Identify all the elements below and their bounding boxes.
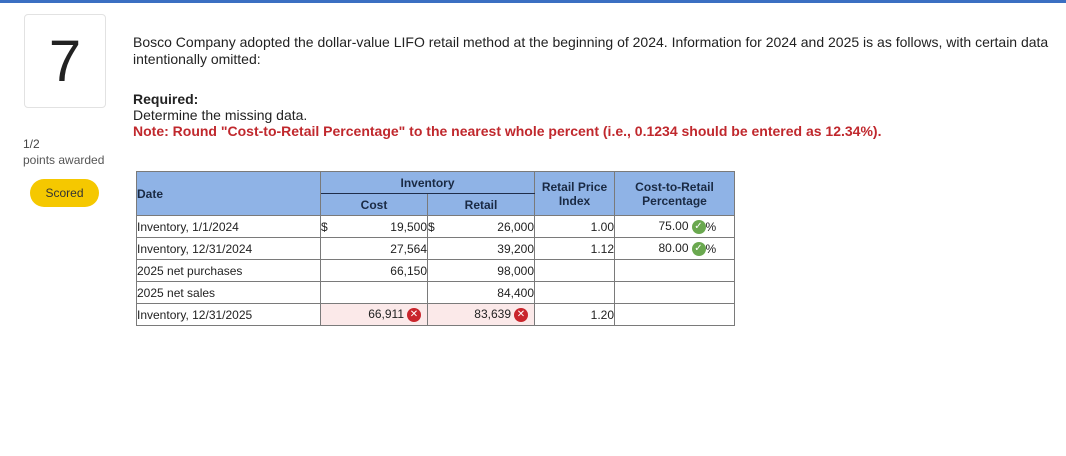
cost-dollar-sign: $	[320, 215, 335, 238]
header-retail: Retail	[427, 193, 535, 216]
retail-cell: 98,000	[441, 259, 535, 282]
required-block: Required: Determine the missing data. No…	[133, 91, 881, 139]
date-cell: Inventory, 12/31/2024	[136, 237, 321, 260]
percent-cell	[614, 281, 706, 304]
incorrect-x-icon: ✕	[407, 307, 421, 322]
table-row: Inventory, 1/1/2024 $ 19,500 $ 26,000 1.…	[136, 215, 735, 238]
date-cell: Inventory, 1/1/2024	[136, 215, 321, 238]
correct-check-icon: ✓	[691, 241, 706, 256]
retail-dollar-sign	[427, 281, 442, 304]
retail-cell: 84,400	[441, 281, 535, 304]
incorrect-x-icon: ✕	[514, 307, 528, 322]
retail-value: 83,639	[474, 307, 511, 322]
retail-input[interactable]: 83,639 ✕	[441, 303, 535, 326]
table-row: 2025 net sales 84,400	[136, 281, 735, 304]
required-text: Determine the missing data.	[133, 107, 308, 123]
retail-dollar-sign	[427, 237, 442, 260]
top-accent-bar	[0, 0, 1066, 3]
header-cost: Cost	[320, 193, 428, 216]
table-row: Inventory, 12/31/2025 66,911 ✕ 83,639 ✕ 1.…	[136, 303, 735, 326]
cost-dollar-sign	[320, 259, 335, 282]
question-number: 7	[24, 14, 106, 108]
retail-dollar-sign	[427, 303, 442, 326]
retail-dollar-sign: $	[427, 215, 442, 238]
cost-value: 66,911	[368, 307, 404, 322]
date-cell: Inventory, 12/31/2025	[136, 303, 321, 326]
index-cell: 1.12	[534, 237, 615, 260]
correct-check-icon: ✓	[691, 219, 706, 234]
date-cell: 2025 net purchases	[136, 259, 321, 282]
percent-cell	[614, 259, 706, 282]
percent-input[interactable]: 80.00 ✓	[614, 237, 706, 260]
percent-sign	[705, 281, 735, 304]
percent-sign: %	[705, 237, 735, 260]
lifo-data-table: Date Inventory Retail Price Index Cost-t…	[136, 171, 735, 326]
retail-cell: 39,200	[441, 237, 535, 260]
percent-sign: %	[705, 215, 735, 238]
required-title: Required:	[133, 91, 199, 107]
retail-cell: 26,000	[441, 215, 535, 238]
cost-dollar-sign	[320, 237, 335, 260]
points-awarded: 1/2 points awarded	[23, 136, 104, 168]
percent-sign	[705, 303, 735, 326]
index-cell: 1.20	[534, 303, 615, 326]
cost-cell: 66,150	[334, 259, 428, 282]
percent-cell	[614, 303, 706, 326]
table-row: 2025 net purchases 66,150 98,000	[136, 259, 735, 282]
scored-badge: Scored	[30, 179, 99, 207]
points-fraction: 1/2	[23, 137, 40, 151]
rounding-note: Note: Round "Cost-to-Retail Percentage" …	[133, 123, 882, 139]
cost-dollar-sign	[320, 281, 335, 304]
cost-input[interactable]: 66,911 ✕	[334, 303, 428, 326]
points-label: points awarded	[23, 153, 105, 167]
question-text: Bosco Company adopted the dollar-value L…	[133, 34, 1049, 67]
cost-cell	[334, 281, 428, 304]
table-row: Inventory, 12/31/2024 27,564 39,200 1.12…	[136, 237, 735, 260]
date-cell: 2025 net sales	[136, 281, 321, 304]
header-inventory: Inventory	[320, 171, 535, 194]
cost-dollar-sign	[320, 303, 335, 326]
header-retail-price-index: Retail Price Index	[534, 171, 615, 216]
header-date: Date	[136, 171, 321, 216]
index-cell	[534, 281, 615, 304]
percent-value: 80.00	[658, 241, 689, 256]
percent-input[interactable]: 75.00 ✓	[614, 215, 706, 238]
percent-value: 75.00	[658, 219, 689, 234]
percent-sign	[705, 259, 735, 282]
cost-cell: 27,564	[334, 237, 428, 260]
index-cell	[534, 259, 615, 282]
retail-dollar-sign	[427, 259, 442, 282]
cost-cell: 19,500	[334, 215, 428, 238]
index-cell: 1.00	[534, 215, 615, 238]
header-cost-to-retail: Cost-to-Retail Percentage	[614, 171, 735, 216]
